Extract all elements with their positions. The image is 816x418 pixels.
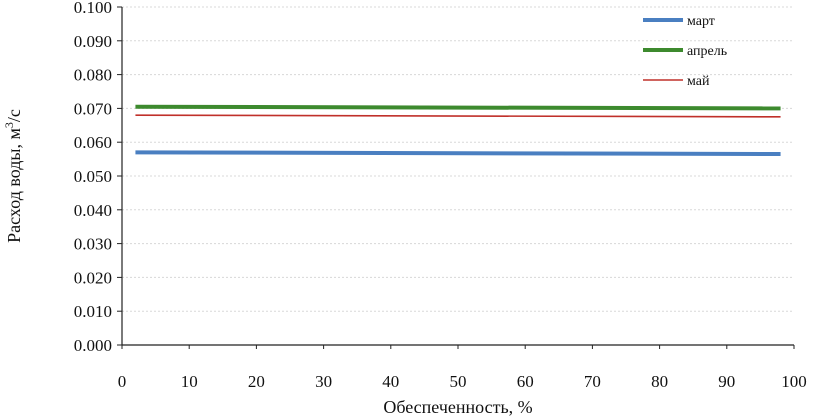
y-tick-label: 0.080 (74, 66, 112, 85)
axes: 0.000 0.010 0.020 0.030 0.040 0.050 0.060 0.070… (74, 0, 807, 391)
legend-label-3: май (687, 74, 710, 89)
x-axis-title: Обеспеченность, % (383, 397, 532, 417)
x-tick-label: 80 (651, 372, 668, 391)
y-tick-label: 0.070 (74, 99, 112, 118)
x-tick-label: 60 (517, 372, 534, 391)
legend: март апрель май (643, 14, 727, 89)
y-axis-title: Расход воды, м3/с (2, 109, 24, 243)
x-tick-label: 30 (315, 372, 332, 391)
series-lines (135, 104, 781, 157)
y-axis-title-tail: /с (4, 109, 24, 122)
x-tick-label: 100 (781, 372, 807, 391)
y-tick-label: 0.030 (74, 235, 112, 254)
y-tick-label: 0.060 (74, 133, 112, 152)
legend-label-1: март (687, 14, 715, 29)
series-line-1 (135, 150, 781, 157)
x-tick-label: 70 (584, 372, 601, 391)
y-tick-label: 0.010 (74, 302, 112, 321)
y-tick-label: 0.050 (74, 167, 112, 186)
y-tick-label: 0.000 (74, 336, 112, 355)
y-tick-label: 0.090 (74, 32, 112, 51)
x-tick-label: 20 (248, 372, 265, 391)
x-tick-label: 10 (181, 372, 198, 391)
y-axis-title-superscript: 3 (2, 122, 16, 128)
y-axis-title-main: Расход воды, м (4, 128, 24, 243)
x-tick-label: 90 (718, 372, 735, 391)
x-tick-label: 50 (450, 372, 467, 391)
x-tick-label: 0 (118, 372, 127, 391)
series-line-2 (135, 104, 781, 111)
y-tick-label: 0.100 (74, 0, 112, 17)
series-line-3 (135, 114, 781, 118)
y-tick-label: 0.040 (74, 201, 112, 220)
legend-label-2: апрель (687, 44, 727, 59)
x-tick-label: 40 (382, 372, 399, 391)
y-tick-label: 0.020 (74, 268, 112, 287)
